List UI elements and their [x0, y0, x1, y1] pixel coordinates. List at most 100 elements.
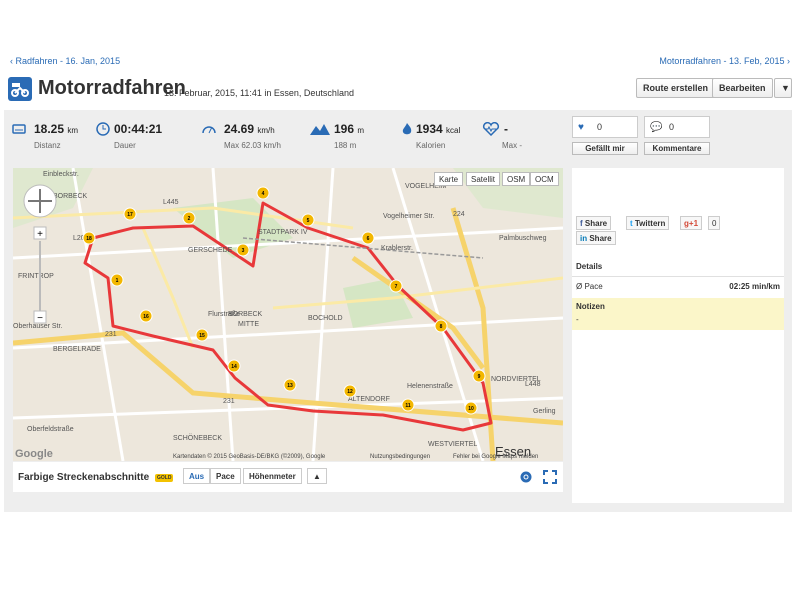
- page-title: Motorradfahren: [38, 77, 186, 99]
- km-marker-5: 5: [301, 213, 315, 227]
- map-type-satellit[interactable]: Satellit: [466, 172, 501, 186]
- svg-text:Flurstraße: Flurstraße: [208, 311, 240, 318]
- km-marker-1: 1: [110, 273, 124, 287]
- pace-row: Ø Pace 02:25 min/km: [572, 276, 784, 294]
- svg-text:Einbleckstr.: Einbleckstr.: [43, 171, 79, 178]
- motorcycle-icon: [8, 77, 32, 101]
- km-marker-7: 7: [389, 279, 403, 293]
- map-type-ocm[interactable]: OCM: [530, 172, 559, 186]
- svg-text:13: 13: [287, 383, 293, 389]
- km-marker-4: 4: [256, 186, 270, 200]
- like-button[interactable]: Gefällt mir: [572, 142, 638, 155]
- twitter-icon: t: [630, 219, 635, 228]
- svg-text:Oberhauser Str.: Oberhauser Str.: [13, 323, 62, 330]
- flame-icon: [400, 122, 414, 136]
- activity-header: Motorradfahren 13. Februar, 2015, 11:41 …: [8, 75, 792, 107]
- svg-text:L20: L20: [73, 235, 85, 242]
- svg-text:Nutzungsbedingungen: Nutzungsbedingungen: [370, 454, 430, 460]
- next-activity-link[interactable]: Motorradfahren - 13. Feb, 2015 ›: [659, 56, 790, 66]
- svg-text:GERSCHEDE: GERSCHEDE: [188, 247, 233, 254]
- map-zoom-control[interactable]: + −: [23, 184, 57, 386]
- tab-hoehenmeter[interactable]: Höhenmeter: [243, 468, 302, 484]
- fullscreen-icon[interactable]: [543, 470, 557, 489]
- svg-text:Google: Google: [15, 448, 53, 460]
- svg-text:231: 231: [105, 331, 117, 338]
- svg-text:4: 4: [262, 191, 265, 197]
- gplus-count: 0: [708, 216, 721, 230]
- svg-text:Vogelheimer Str.: Vogelheimer Str.: [383, 213, 434, 220]
- chevron-left-icon: ‹: [10, 56, 16, 66]
- comment-count-box: 💬 0: [644, 116, 710, 138]
- tab-aus[interactable]: Aus: [183, 468, 211, 484]
- svg-text:16: 16: [143, 314, 149, 320]
- svg-text:10: 10: [468, 406, 474, 412]
- svg-text:1: 1: [116, 278, 119, 284]
- svg-text:6: 6: [367, 236, 370, 242]
- create-route-button[interactable]: Route erstellen: [636, 78, 716, 98]
- km-marker-18: 18: [82, 231, 96, 245]
- svg-text:Essen: Essen: [495, 444, 531, 459]
- svg-text:BORBECK: BORBECK: [53, 193, 88, 200]
- map-type-osm[interactable]: OSM: [502, 172, 531, 186]
- heart-icon: ♥: [578, 122, 584, 133]
- tab-pace[interactable]: Pace: [210, 468, 241, 484]
- linkedin-share-button[interactable]: in Share: [576, 231, 616, 245]
- segment-toolbar: Farbige Streckenabschnitte GOLD Aus Pace…: [13, 462, 563, 492]
- km-marker-16: 16: [139, 309, 153, 323]
- svg-text:8: 8: [440, 324, 443, 330]
- clock-icon: [96, 122, 110, 136]
- speech-bubble-icon: 💬: [650, 122, 663, 133]
- svg-text:WESTVIERTEL: WESTVIERTEL: [428, 441, 477, 448]
- previous-activity-link[interactable]: ‹ Radfahren - 16. Jan, 2015: [10, 56, 121, 66]
- svg-text:224: 224: [453, 211, 465, 218]
- map-type-karte[interactable]: Karte: [434, 172, 464, 186]
- svg-text:VOGELHEIM: VOGELHEIM: [405, 183, 447, 190]
- twitter-button[interactable]: t Twittern: [626, 216, 670, 230]
- svg-text:MITTE: MITTE: [238, 321, 259, 328]
- svg-text:L445: L445: [163, 199, 179, 206]
- svg-text:NORDVIERTEL: NORDVIERTEL: [491, 376, 541, 383]
- km-marker-14: 14: [227, 359, 241, 373]
- activity-subtitle: 13. Februar, 2015, 11:41 in Essen, Deuts…: [164, 88, 354, 98]
- comment-button[interactable]: Kommentare: [644, 142, 710, 155]
- svg-text:Kartendaten © 2015 GeoBasis-DE: Kartendaten © 2015 GeoBasis-DE/BKG (©200…: [173, 453, 326, 460]
- stats-bar: 18.25 km Distanz 00:44:21 Dauer 24.69 km…: [4, 110, 568, 162]
- svg-text:BORBECK: BORBECK: [228, 311, 263, 318]
- svg-text:Fehler bei Google Maps melden: Fehler bei Google Maps melden: [453, 454, 538, 460]
- collapse-arrow-button[interactable]: ▲: [307, 468, 327, 484]
- svg-text:STADTPARK IV: STADTPARK IV: [258, 229, 308, 236]
- svg-text:2: 2: [188, 216, 191, 222]
- settings-gear-icon[interactable]: [519, 470, 533, 489]
- svg-text:17: 17: [127, 212, 133, 218]
- route-map[interactable]: BORBECK FRINTROP BERGELRADE SCHÖNEBECK B…: [13, 168, 563, 461]
- svg-text:−: −: [37, 313, 43, 324]
- gplus-icon: g: [684, 219, 689, 228]
- svg-text:12: 12: [347, 389, 353, 395]
- edit-button[interactable]: Bearbeiten: [712, 78, 773, 98]
- km-marker-8: 8: [434, 319, 448, 333]
- km-marker-13: 13: [283, 378, 297, 392]
- km-marker-10: 10: [464, 401, 478, 415]
- details-heading: Details: [576, 262, 603, 271]
- km-marker-2: 2: [182, 211, 196, 225]
- right-panel: f Share t Twittern g+1 0 in Share Detail…: [572, 168, 784, 503]
- svg-text:Palmbuschweg: Palmbuschweg: [499, 235, 547, 242]
- svg-text:15: 15: [199, 333, 205, 339]
- km-marker-15: 15: [195, 328, 209, 342]
- speedometer-icon: [202, 122, 216, 136]
- svg-text:+: +: [37, 229, 43, 240]
- km-marker-17: 17: [123, 207, 137, 221]
- more-dropdown-button[interactable]: ▼: [774, 78, 792, 98]
- distance-icon: [12, 122, 26, 136]
- facebook-share-button[interactable]: f Share: [576, 216, 612, 230]
- svg-text:18: 18: [86, 236, 92, 242]
- svg-text:3: 3: [242, 248, 245, 254]
- facebook-icon: f: [580, 219, 585, 228]
- svg-text:BERGELRADE: BERGELRADE: [53, 346, 101, 353]
- gold-badge: GOLD: [155, 474, 174, 482]
- svg-text:14: 14: [231, 364, 237, 370]
- svg-text:ALTENDORF: ALTENDORF: [348, 396, 390, 403]
- svg-text:Krablerstr.: Krablerstr.: [381, 245, 413, 252]
- km-marker-3: 3: [236, 243, 250, 257]
- gplus-button[interactable]: g+1: [680, 216, 703, 230]
